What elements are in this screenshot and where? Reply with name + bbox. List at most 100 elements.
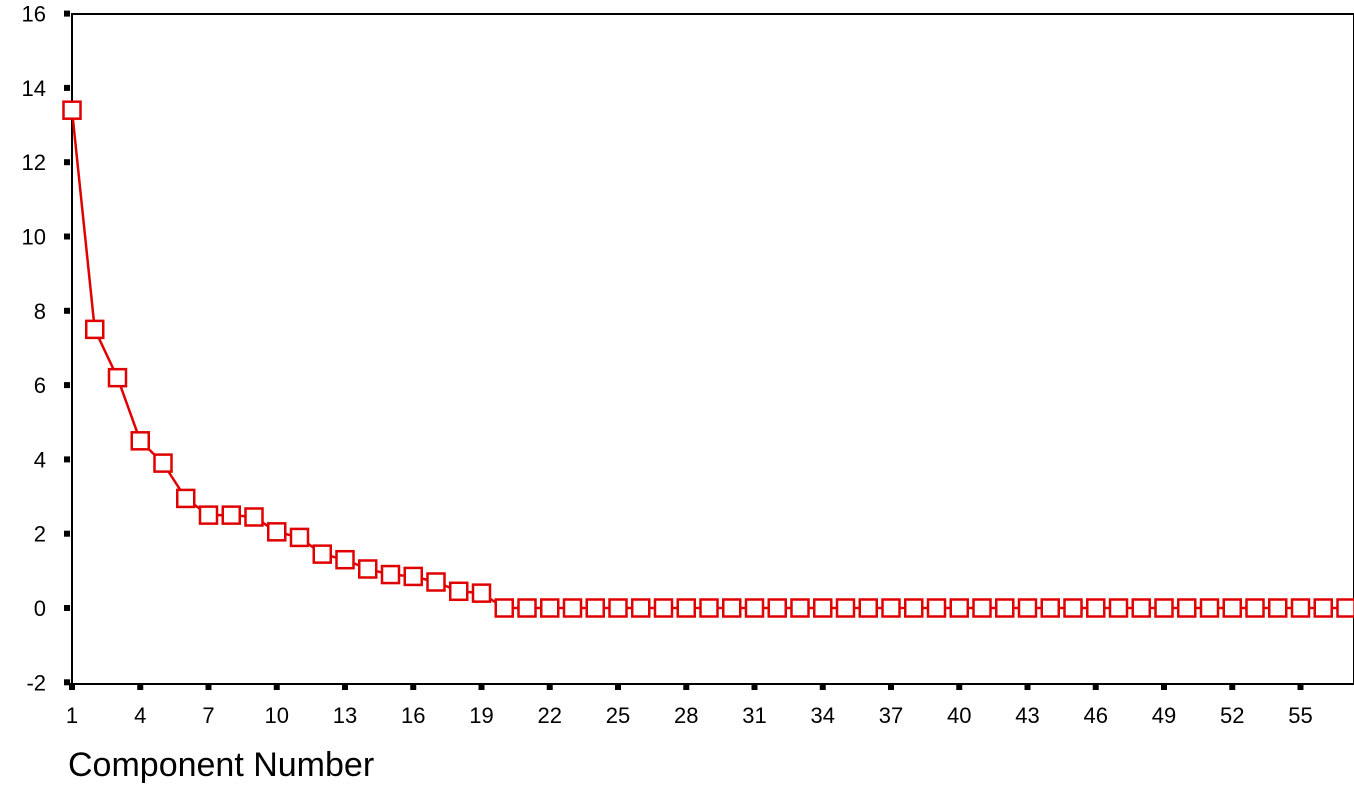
data-point-marker	[1108, 598, 1129, 618]
data-point-marker	[608, 598, 628, 618]
x-axis: 1 4 7 10 13 16 19 22 25 28 31 34 37 40 43 46 49 52 55	[66, 683, 1313, 728]
y-tick-label: 0	[34, 596, 46, 621]
data-point-marker	[289, 527, 310, 548]
data-point-marker	[744, 598, 765, 618]
x-axis-label: Component Number	[68, 746, 375, 784]
x-tick-label: 4	[134, 703, 146, 728]
series-layer	[62, 100, 1354, 618]
data-point-marker	[198, 505, 219, 525]
x-tick-label: 40	[947, 703, 971, 728]
data-point-marker	[176, 488, 196, 509]
y-tick-label: 10	[22, 225, 46, 250]
x-tick-label: 46	[1084, 703, 1108, 728]
y-tick-mark	[64, 84, 70, 91]
x-tick-mark	[1229, 683, 1236, 690]
data-point-marker	[62, 100, 82, 120]
plot-frame	[71, 13, 1354, 685]
data-point-marker	[949, 598, 969, 618]
x-tick-label: 25	[606, 703, 630, 728]
data-point-marker	[471, 583, 492, 603]
x-tick-label: 7	[202, 703, 214, 728]
x-tick-mark	[683, 683, 690, 690]
x-tick-label: 49	[1152, 703, 1176, 728]
data-point-marker	[1131, 598, 1151, 618]
y-tick-mark	[64, 10, 70, 17]
x-tick-mark	[273, 683, 280, 690]
data-point-marker	[813, 598, 833, 618]
x-tick-mark	[69, 683, 75, 690]
x-tick-label: 28	[674, 703, 698, 728]
x-tick-label: 19	[469, 703, 493, 728]
x-tick-mark	[819, 683, 826, 690]
data-point-marker	[107, 367, 128, 388]
x-tick-mark	[1161, 683, 1167, 690]
data-point-marker	[1154, 598, 1174, 618]
x-tick-mark	[1024, 683, 1031, 690]
data-point-marker	[790, 598, 810, 618]
y-tick-mark	[64, 382, 70, 389]
data-point-marker	[244, 507, 264, 527]
x-tick-label: 1	[66, 703, 78, 728]
data-point-marker	[972, 598, 992, 618]
data-point-marker	[653, 598, 674, 618]
y-tick-label: -2	[26, 670, 46, 695]
y-tick-label: 2	[34, 522, 46, 547]
data-point-marker	[767, 598, 787, 618]
x-tick-label: 10	[265, 703, 289, 728]
x-tick-label: 31	[742, 703, 766, 728]
data-point-marker	[1199, 598, 1220, 618]
data-point-marker	[1313, 598, 1333, 618]
data-point-marker	[153, 453, 173, 473]
y-tick-label: 8	[34, 299, 46, 324]
data-point-marker	[722, 598, 742, 618]
series-line	[70, 110, 1346, 610]
data-point-marker	[1017, 598, 1038, 618]
y-tick-mark	[64, 307, 70, 314]
data-point-marker	[426, 572, 446, 592]
y-tick-label: 12	[22, 150, 46, 175]
data-point-marker	[1290, 598, 1311, 618]
x-tick-label: 16	[401, 703, 425, 728]
y-tick-mark	[64, 233, 70, 240]
y-tick-label: 14	[22, 76, 46, 101]
x-tick-mark	[546, 683, 553, 690]
x-tick-label: 34	[811, 703, 835, 728]
y-tick-mark	[64, 456, 70, 463]
x-tick-mark	[478, 683, 485, 690]
y-axis: -2 0 2 4 6 8 10 12 14 16	[22, 2, 70, 695]
data-point-marker	[676, 598, 696, 618]
data-point-marker	[995, 598, 1015, 618]
data-point-marker	[858, 598, 878, 618]
x-tick-mark	[615, 683, 621, 690]
x-tick-mark	[751, 683, 758, 690]
x-tick-label: 43	[1015, 703, 1039, 728]
x-tick-label: 52	[1220, 703, 1244, 728]
data-point-marker	[494, 598, 514, 618]
data-point-marker	[449, 581, 469, 602]
data-point-marker	[926, 598, 947, 618]
y-tick-mark	[64, 159, 70, 166]
x-tick-label: 13	[333, 703, 357, 728]
data-point-marker	[1063, 598, 1083, 618]
data-point-marker	[540, 598, 560, 618]
data-point-marker	[380, 564, 401, 585]
data-point-marker	[403, 566, 423, 587]
data-point-marker	[221, 505, 241, 525]
data-point-marker	[1177, 598, 1197, 618]
x-tick-mark	[410, 683, 417, 690]
x-tick-mark	[888, 683, 894, 690]
y-tick-mark	[64, 679, 70, 686]
data-point-marker	[1086, 598, 1106, 618]
y-tick-label: 16	[22, 2, 46, 27]
data-point-marker	[1245, 598, 1265, 618]
data-point-marker	[1222, 598, 1242, 618]
data-point-marker	[631, 598, 651, 618]
data-point-marker	[312, 544, 332, 564]
y-tick-label: 4	[34, 447, 46, 472]
x-tick-label: 37	[879, 703, 903, 728]
y-tick-mark	[64, 605, 70, 611]
data-point-marker	[1040, 598, 1060, 618]
data-point-marker	[835, 598, 856, 618]
data-point-marker	[517, 598, 537, 618]
